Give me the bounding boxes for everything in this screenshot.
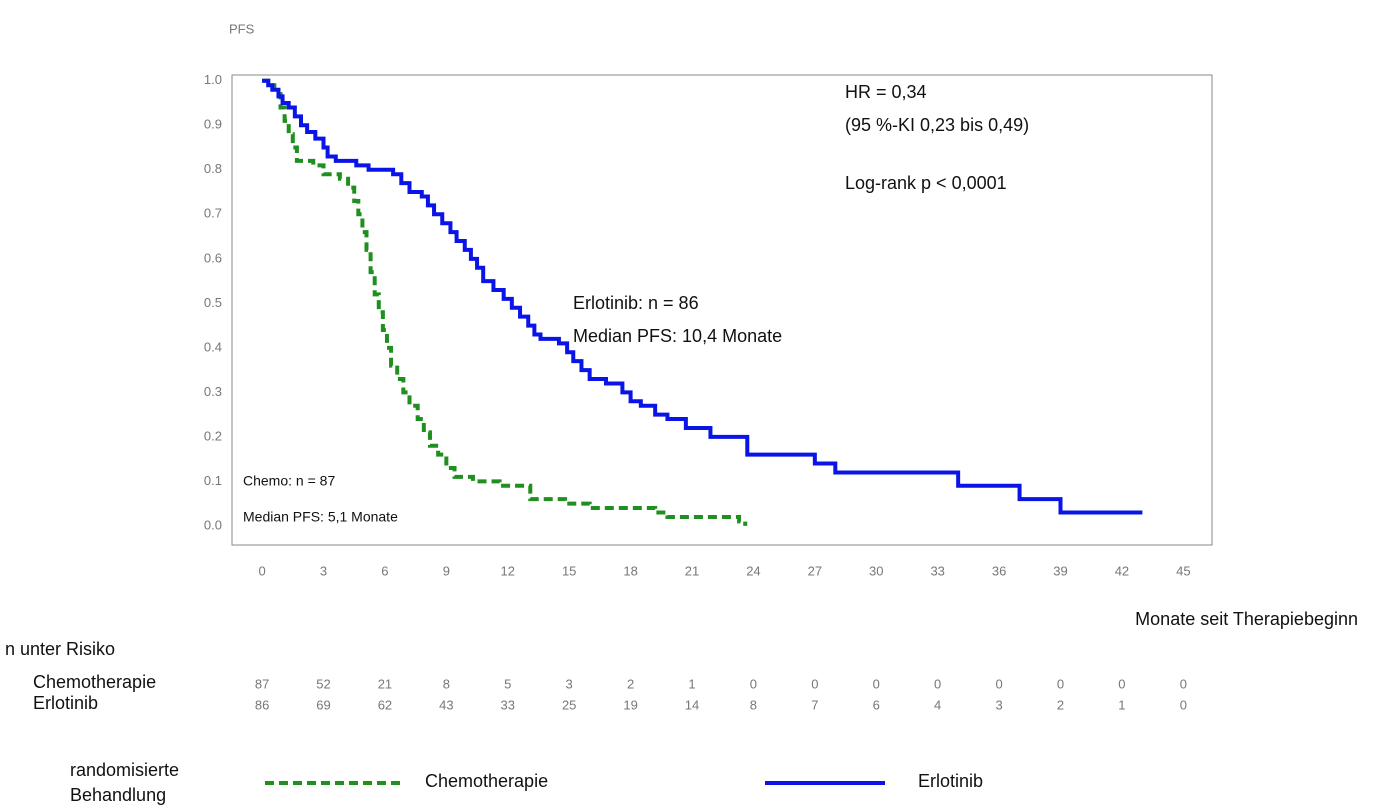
at-risk-value: 14 [685, 697, 699, 712]
x-tick-label: 15 [562, 563, 576, 578]
at-risk-row-label: Erlotinib [33, 693, 98, 713]
at-risk-value: 21 [378, 676, 392, 691]
at-risk-value: 19 [623, 697, 637, 712]
legend-title: Behandlung [70, 785, 166, 805]
x-tick-label: 0 [258, 563, 265, 578]
at-risk-value: 0 [750, 676, 757, 691]
x-tick-label: 3 [320, 563, 327, 578]
y-tick-label: 1.0 [204, 72, 222, 87]
y-tick-label: 0.1 [204, 473, 222, 488]
at-risk-value: 0 [873, 676, 880, 691]
at-risk-value: 6 [873, 697, 880, 712]
y-tick-label: 0.5 [204, 295, 222, 310]
y-axis-label: PFS [229, 21, 255, 36]
x-tick-label: 21 [685, 563, 699, 578]
annotation: Median PFS: 5,1 Monate [243, 509, 398, 525]
at-risk-row-label: Chemotherapie [33, 672, 156, 692]
y-tick-label: 0.7 [204, 206, 222, 221]
legend-label: Chemotherapie [425, 771, 548, 791]
at-risk-value: 62 [378, 697, 392, 712]
y-tick-label: 0.2 [204, 428, 222, 443]
annotation: HR = 0,34 [845, 82, 927, 102]
at-risk-value: 0 [1180, 676, 1187, 691]
at-risk-value: 3 [995, 697, 1002, 712]
x-tick-label: 39 [1053, 563, 1067, 578]
at-risk-value: 0 [1118, 676, 1125, 691]
legend-title: randomisierte [70, 760, 179, 780]
x-tick-label: 12 [501, 563, 515, 578]
at-risk-value: 52 [316, 676, 330, 691]
at-risk-value: 43 [439, 697, 453, 712]
at-risk-value: 5 [504, 676, 511, 691]
at-risk-value: 3 [566, 676, 573, 691]
at-risk-value: 8 [443, 676, 450, 691]
survival-curve [262, 78, 1143, 515]
at-risk-value: 69 [316, 697, 330, 712]
at-risk-value: 1 [688, 676, 695, 691]
plot-frame [231, 74, 1213, 546]
x-tick-label: 42 [1115, 563, 1129, 578]
survival-curve [262, 78, 748, 526]
x-tick-label: 45 [1176, 563, 1190, 578]
y-tick-label: 0.4 [204, 339, 222, 354]
at-risk-value: 0 [1057, 676, 1064, 691]
at-risk-value: 4 [934, 697, 941, 712]
at-risk-value: 2 [627, 676, 634, 691]
at-risk-value: 1 [1118, 697, 1125, 712]
x-tick-label: 33 [930, 563, 944, 578]
at-risk-value: 0 [1180, 697, 1187, 712]
x-tick-label: 9 [443, 563, 450, 578]
annotation: Chemo: n = 87 [243, 473, 335, 489]
at-risk-value: 0 [934, 676, 941, 691]
x-axis-label: Monate seit Therapiebeginn [1135, 609, 1358, 629]
at-risk-title: n unter Risiko [5, 639, 115, 659]
annotation: Erlotinib: n = 86 [573, 293, 699, 313]
at-risk-value: 2 [1057, 697, 1064, 712]
legend-label: Erlotinib [918, 771, 983, 791]
at-risk-value: 33 [501, 697, 515, 712]
y-tick-label: 0.3 [204, 384, 222, 399]
y-tick-label: 0.0 [204, 517, 222, 532]
y-tick-label: 0.6 [204, 250, 222, 265]
y-tick-label: 0.8 [204, 161, 222, 176]
x-tick-label: 6 [381, 563, 388, 578]
annotation: (95 %-KI 0,23 bis 0,49) [845, 115, 1029, 135]
at-risk-value: 86 [255, 697, 269, 712]
annotation: Log-rank p < 0,0001 [845, 173, 1007, 193]
x-tick-label: 36 [992, 563, 1006, 578]
at-risk-value: 25 [562, 697, 576, 712]
at-risk-value: 7 [811, 697, 818, 712]
x-tick-label: 18 [623, 563, 637, 578]
at-risk-value: 87 [255, 676, 269, 691]
y-tick-label: 0.9 [204, 117, 222, 132]
at-risk-value: 8 [750, 697, 757, 712]
at-risk-value: 0 [995, 676, 1002, 691]
x-tick-label: 24 [746, 563, 760, 578]
x-tick-label: 30 [869, 563, 883, 578]
x-tick-label: 27 [808, 563, 822, 578]
at-risk-value: 0 [811, 676, 818, 691]
annotation: Median PFS: 10,4 Monate [573, 326, 782, 346]
